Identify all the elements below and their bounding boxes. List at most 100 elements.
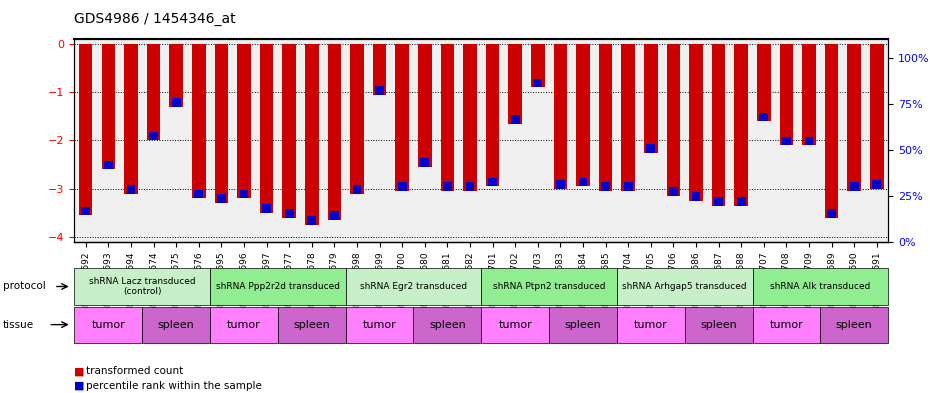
Text: spleen: spleen: [700, 320, 737, 330]
Bar: [599, 44, 612, 191]
Bar: [485, 44, 499, 186]
Text: tumor: tumor: [634, 320, 668, 330]
Bar: [757, 44, 771, 121]
Text: tumor: tumor: [91, 320, 126, 330]
Bar: [553, 44, 567, 189]
Bar: [684, 307, 752, 343]
Bar: [74, 307, 142, 343]
Bar: [463, 44, 477, 191]
Bar: [820, 307, 888, 343]
Text: spleen: spleen: [158, 320, 194, 330]
Bar: [375, 86, 384, 95]
Bar: [509, 44, 522, 124]
Bar: [126, 185, 136, 193]
Bar: [194, 190, 203, 198]
Bar: [217, 195, 226, 203]
Bar: [534, 79, 542, 88]
Bar: [101, 44, 115, 169]
Bar: [418, 44, 432, 167]
Text: shRNA Alk transduced: shRNA Alk transduced: [770, 282, 870, 291]
Bar: [240, 190, 248, 198]
Bar: [488, 178, 497, 186]
Bar: [760, 112, 768, 121]
Bar: [466, 182, 474, 191]
Bar: [752, 307, 820, 343]
Bar: [827, 209, 836, 218]
Bar: [689, 44, 703, 201]
Bar: [398, 182, 406, 191]
Text: shRNA Ppp2r2d transduced: shRNA Ppp2r2d transduced: [216, 282, 339, 291]
Text: shRNA Arhgap5 transduced: shRNA Arhgap5 transduced: [622, 282, 747, 291]
Bar: [847, 44, 861, 191]
Bar: [346, 307, 414, 343]
Text: shRNA Ptpn2 transduced: shRNA Ptpn2 transduced: [493, 282, 605, 291]
Bar: [531, 44, 545, 88]
Bar: [578, 178, 588, 186]
Bar: [779, 44, 793, 145]
Bar: [692, 192, 700, 201]
Bar: [825, 44, 839, 218]
Bar: [646, 144, 656, 152]
Text: spleen: spleen: [429, 320, 466, 330]
Bar: [737, 197, 746, 206]
Bar: [735, 44, 748, 206]
Bar: [850, 182, 858, 191]
Text: tumor: tumor: [227, 320, 260, 330]
Bar: [711, 44, 725, 206]
Bar: [330, 211, 339, 220]
Bar: [601, 182, 610, 191]
Text: tissue: tissue: [3, 320, 33, 330]
Bar: [549, 307, 617, 343]
Bar: [74, 268, 210, 305]
Text: transformed count: transformed count: [86, 366, 184, 376]
Bar: [346, 268, 482, 305]
Bar: [482, 307, 549, 343]
Bar: [307, 216, 316, 225]
Text: percentile rank within the sample: percentile rank within the sample: [86, 381, 262, 391]
Text: tumor: tumor: [498, 320, 532, 330]
Bar: [237, 44, 251, 198]
Bar: [169, 44, 183, 107]
Bar: [351, 44, 364, 193]
Text: spleen: spleen: [293, 320, 330, 330]
Text: GDS4986 / 1454346_at: GDS4986 / 1454346_at: [74, 12, 236, 26]
Text: tumor: tumor: [363, 320, 396, 330]
Bar: [782, 137, 790, 145]
Text: tumor: tumor: [769, 320, 804, 330]
Text: ■: ■: [74, 381, 85, 391]
Bar: [414, 307, 482, 343]
Bar: [104, 161, 113, 169]
Bar: [870, 44, 883, 189]
Bar: [124, 44, 138, 193]
Bar: [192, 44, 206, 198]
Bar: [210, 307, 278, 343]
Bar: [441, 44, 454, 191]
Bar: [420, 158, 429, 167]
Bar: [617, 307, 684, 343]
Bar: [327, 44, 341, 220]
Bar: [667, 44, 680, 196]
Bar: [283, 44, 296, 218]
Bar: [872, 180, 882, 189]
Bar: [352, 185, 362, 193]
Bar: [172, 98, 180, 107]
Text: spleen: spleen: [565, 320, 602, 330]
Bar: [577, 44, 590, 186]
Bar: [752, 268, 888, 305]
Text: ■: ■: [74, 366, 85, 376]
Bar: [624, 182, 632, 191]
Bar: [305, 44, 318, 225]
Text: spleen: spleen: [836, 320, 872, 330]
Bar: [556, 180, 565, 189]
Bar: [259, 44, 273, 213]
Bar: [147, 44, 160, 140]
Bar: [644, 44, 658, 152]
Bar: [262, 204, 271, 213]
Bar: [373, 44, 386, 95]
Bar: [79, 44, 92, 215]
Bar: [285, 209, 294, 218]
Bar: [803, 44, 816, 145]
Bar: [621, 44, 635, 191]
Bar: [142, 307, 210, 343]
Bar: [210, 268, 346, 305]
